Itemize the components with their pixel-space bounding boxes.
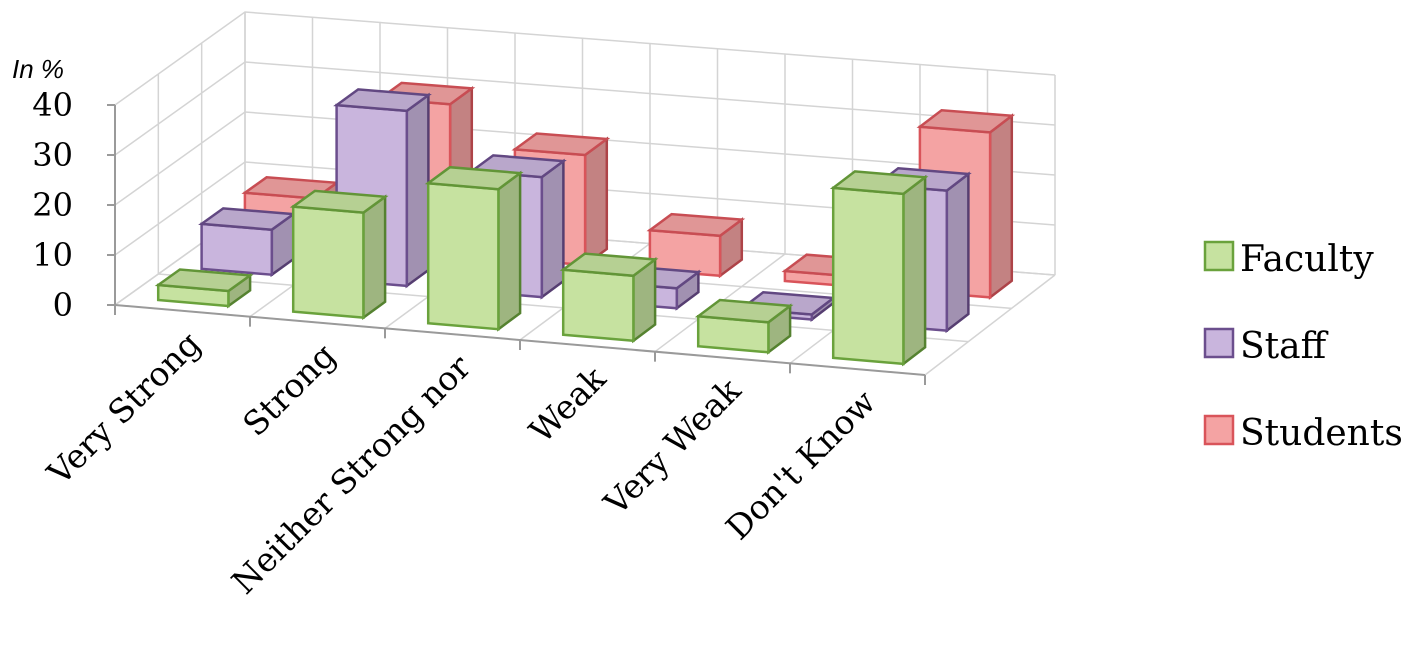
legend-label: Staff bbox=[1240, 326, 1329, 367]
bar-students-weak bbox=[646, 212, 746, 279]
legend-item-faculty: Faculty bbox=[1203, 239, 1374, 280]
legend-swatch bbox=[1203, 240, 1235, 272]
x-tick-label: Weak bbox=[522, 358, 614, 450]
bar-staff-very-strong bbox=[198, 207, 297, 278]
x-tick-label: Don't Know bbox=[718, 382, 883, 547]
legend-label: Students bbox=[1240, 413, 1403, 454]
legend: Faculty Staff Students bbox=[1203, 239, 1403, 454]
bar-faculty-very-weak bbox=[694, 298, 794, 355]
y-tick-label: 40 bbox=[32, 86, 73, 124]
bar-faculty-neither-strong-nor bbox=[424, 165, 524, 332]
y-tick-label: 0 bbox=[53, 286, 73, 324]
legend-item-staff: Staff bbox=[1203, 326, 1329, 367]
legend-swatch bbox=[1203, 414, 1235, 446]
y-tick-label: 10 bbox=[32, 236, 73, 274]
bar-faculty-weak bbox=[559, 252, 659, 344]
legend-swatch bbox=[1203, 327, 1235, 359]
bar-faculty-don-t-know bbox=[829, 170, 929, 367]
bars bbox=[154, 81, 1016, 367]
bar-faculty-strong bbox=[289, 189, 389, 321]
x-tick-label: Very Strong bbox=[39, 324, 208, 493]
y-axis-ticks: 0 10 20 30 40 bbox=[32, 86, 73, 324]
y-tick-label: 20 bbox=[32, 186, 73, 224]
bar-faculty-very-strong bbox=[154, 268, 254, 309]
y-unit-label: In % bbox=[12, 54, 64, 84]
legend-item-students: Students bbox=[1203, 413, 1403, 454]
x-tick-label: Neither Strong nor bbox=[224, 347, 478, 601]
x-tick-label: Very Weak bbox=[596, 370, 749, 523]
legend-label: Faculty bbox=[1240, 239, 1374, 280]
y-tick-label: 30 bbox=[32, 136, 73, 174]
x-tick-label: Strong bbox=[235, 336, 343, 444]
